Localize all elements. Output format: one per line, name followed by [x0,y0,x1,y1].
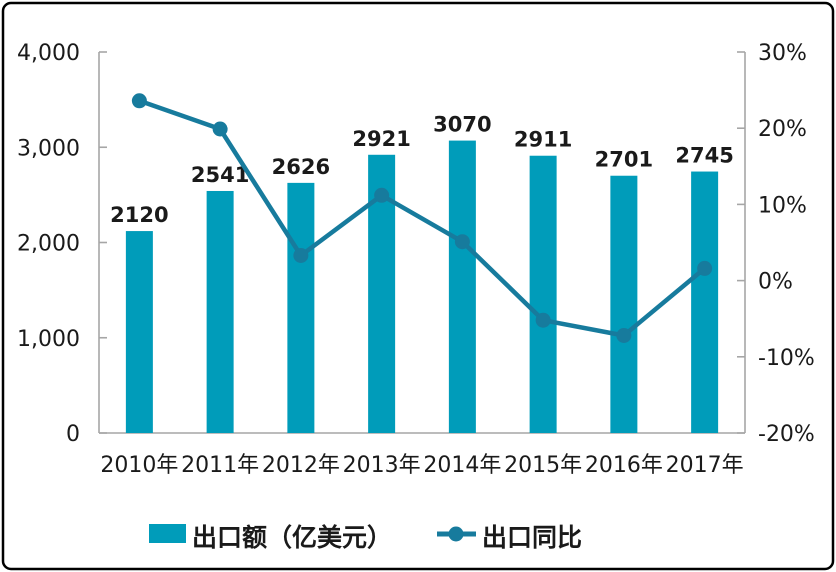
y-axis-right-tick-label: -20% [758,422,815,447]
y-axis-right-tick-label: -10% [758,346,815,371]
x-axis-label: 2014年 [423,453,501,478]
legend-line-marker [448,526,464,542]
y-axis-left-tick-label: 2,000 [17,232,80,257]
legend-bar-swatch [149,524,186,543]
x-axis-labels: 2010年 2011年 2012年 2013年 2014年 2015年 2016年 2017年 [100,453,743,478]
line-marker [535,312,551,328]
bar [448,140,476,433]
y-axis-left-tick-label: 3,000 [17,136,80,161]
line-marker [131,93,147,109]
bar-data-label: 2921 [352,127,410,151]
bar-data-label: 2626 [272,155,330,179]
y-axis-right-tick-label: 10% [758,193,807,218]
bar-data-label: 2120 [110,203,168,227]
line-marker [212,121,228,137]
line-marker [454,234,470,250]
bar-data-label: 2541 [191,163,249,187]
x-axis-label: 2010年 [100,453,178,478]
bar [691,171,719,433]
x-axis-label: 2017年 [666,453,744,478]
bar-data-labels: 2120 2541 2626 2921 3070 2911 2701 2745 [110,113,734,227]
bar-data-label: 2745 [675,144,733,168]
bar [529,155,557,434]
bar [206,190,234,433]
x-axis-label: 2013年 [343,453,421,478]
y-axis-left-tick-label: 4,000 [17,41,80,66]
bar-data-label: 2911 [514,128,572,152]
axes: 4,000 3,000 2,000 1,000 0 30% 20% 10% 0% -10% -20% [17,41,815,447]
line-series [131,93,713,343]
legend: 出口额（亿美元） 出口同比 [149,523,582,552]
line-marker [697,260,713,276]
line-path [137,98,707,338]
y-axis-right-tick-label: 20% [758,117,807,142]
line-marker [374,187,390,203]
x-axis-label: 2011年 [181,453,259,478]
bar [610,175,638,434]
y-axis-left-tick-label: 0 [66,422,80,447]
y-axis-right-tick-label: 30% [758,41,807,66]
bar-data-label: 2701 [595,148,653,172]
line-marker [293,248,309,263]
x-axis-label: 2015年 [504,453,582,478]
legend-bar-label: 出口额（亿美元） [192,523,392,552]
legend-line-label: 出口同比 [482,523,582,552]
x-axis-label: 2012年 [262,453,340,478]
y-axis-left-tick-label: 1,000 [17,327,80,352]
line-marker [616,328,632,343]
bar [287,182,315,433]
bar-data-label: 3070 [433,113,491,137]
x-axis-label: 2016年 [585,453,663,478]
bar [125,231,153,433]
y-axis-right-tick-label: 0% [758,270,793,295]
